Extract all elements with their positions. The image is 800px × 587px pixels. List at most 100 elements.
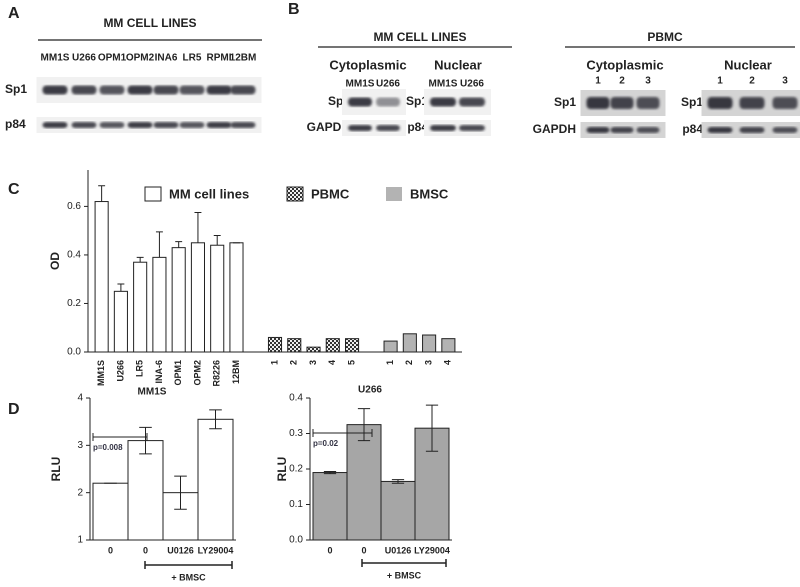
x-tick-label: LY29004 [198, 545, 234, 555]
blot-title: MM CELL LINES [103, 16, 196, 30]
bar [210, 244, 225, 353]
legend-label: PBMC [311, 186, 350, 201]
error-bar [174, 475, 187, 510]
bar [312, 472, 348, 541]
lane-label: 2 [619, 76, 625, 87]
error-bar [323, 470, 337, 475]
y-tick-label: 0.2 [67, 298, 81, 309]
blot-band [610, 97, 634, 109]
bar [383, 340, 398, 353]
y-tick-label: 0.4 [289, 393, 303, 404]
blot-band [739, 97, 765, 109]
chart-title: MM1S [138, 387, 167, 398]
y-axis-label: OD [48, 252, 62, 270]
y-tick-label: 0.6 [67, 201, 81, 212]
x-tick-label: 2 [289, 360, 299, 365]
blot-band [348, 97, 372, 107]
error-bar [213, 235, 221, 246]
bar [133, 261, 148, 353]
error-bar [425, 404, 439, 452]
x-tick-label: 0 [143, 545, 148, 555]
x-tick-label: 4 [443, 360, 453, 365]
x-tick-label: 1 [269, 360, 279, 365]
row-label: p84 [5, 117, 26, 131]
x-tick-label: 3 [423, 360, 433, 365]
panel-label: A [8, 5, 20, 22]
blot-band [99, 122, 125, 128]
bar [229, 242, 244, 353]
blot-band [127, 122, 153, 128]
lane-label: MM1S [429, 79, 458, 90]
bar [346, 424, 382, 541]
row-label: p84 [407, 120, 428, 134]
y-tick-label: 0.1 [289, 499, 303, 510]
panel-label: D [8, 401, 20, 418]
p-value: p=0.008 [93, 443, 123, 452]
group-bracket [144, 561, 233, 569]
bar [127, 440, 164, 541]
blot-band [71, 122, 97, 128]
blot-subtitle: Nuclear [434, 57, 482, 72]
lane-label: U266 [460, 79, 484, 90]
blot-band [179, 85, 205, 95]
x-tick-label: U266 [115, 360, 125, 382]
blot-title: PBMC [647, 30, 683, 44]
p-value: p=0.02 [313, 439, 339, 448]
x-tick-label: 12BM [231, 360, 241, 384]
blot-band [153, 85, 179, 95]
x-tick-label: 0 [108, 545, 113, 555]
x-tick-label: 0 [361, 545, 366, 555]
error-bar [209, 409, 222, 430]
blot-band [376, 97, 400, 107]
x-tick-label: OPM2 [192, 360, 202, 386]
row-label: GAPDH [533, 122, 576, 136]
legend-label: BMSC [410, 186, 449, 201]
x-tick-label: R8226 [212, 360, 222, 387]
x-tick-label: OPM1 [173, 360, 183, 386]
y-axis-label: RLU [49, 457, 63, 482]
panel-label: C [8, 181, 20, 198]
group-label: + BMSC [387, 570, 422, 580]
row-label: Sp1 [406, 94, 428, 108]
lane-label: RPMI [207, 53, 232, 64]
x-tick-label: 0 [327, 545, 332, 555]
blot-band [71, 85, 97, 95]
blot-background [342, 120, 406, 136]
lane-label: OPM1 [98, 53, 127, 64]
row-label: GAPDH [307, 120, 350, 134]
lane-label: 3 [645, 76, 651, 87]
lane-label: OPM2 [126, 53, 155, 64]
blot-band [230, 122, 256, 128]
y-tick-label: 4 [77, 393, 83, 404]
error-bar [175, 241, 183, 248]
bar [287, 338, 302, 353]
bar [94, 201, 109, 353]
lane-label: 2 [749, 76, 755, 87]
blot-band [707, 97, 733, 109]
lane-label: U266 [72, 53, 96, 64]
lane-label: MM1S [41, 53, 70, 64]
panel-label: B [288, 1, 300, 18]
blot-band [99, 85, 125, 95]
error-bar [98, 185, 106, 202]
blot-band [430, 125, 456, 131]
blot-band [772, 127, 798, 133]
x-tick-label: INA-6 [154, 360, 164, 384]
blot-band [206, 85, 232, 95]
bar [171, 247, 186, 353]
x-tick-label: U0126 [167, 545, 194, 555]
bar [306, 346, 321, 353]
chart-title: U266 [358, 385, 382, 396]
significance-bracket [92, 433, 148, 441]
row-label: Sp1 [681, 95, 703, 109]
error-bar [136, 256, 144, 263]
legend-swatch [386, 187, 402, 201]
x-tick-label: 4 [327, 360, 337, 365]
blot-band [430, 97, 456, 107]
x-tick-label: 3 [308, 360, 318, 365]
bar [197, 418, 234, 541]
bar [267, 336, 283, 353]
blot-band [459, 125, 485, 131]
group-label: + BMSC [171, 572, 206, 582]
error-bar [357, 408, 371, 442]
